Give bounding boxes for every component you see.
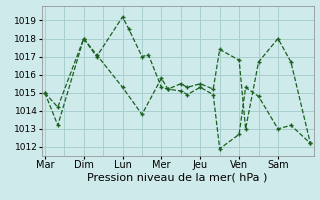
X-axis label: Pression niveau de la mer( hPa ): Pression niveau de la mer( hPa ) — [87, 173, 268, 183]
